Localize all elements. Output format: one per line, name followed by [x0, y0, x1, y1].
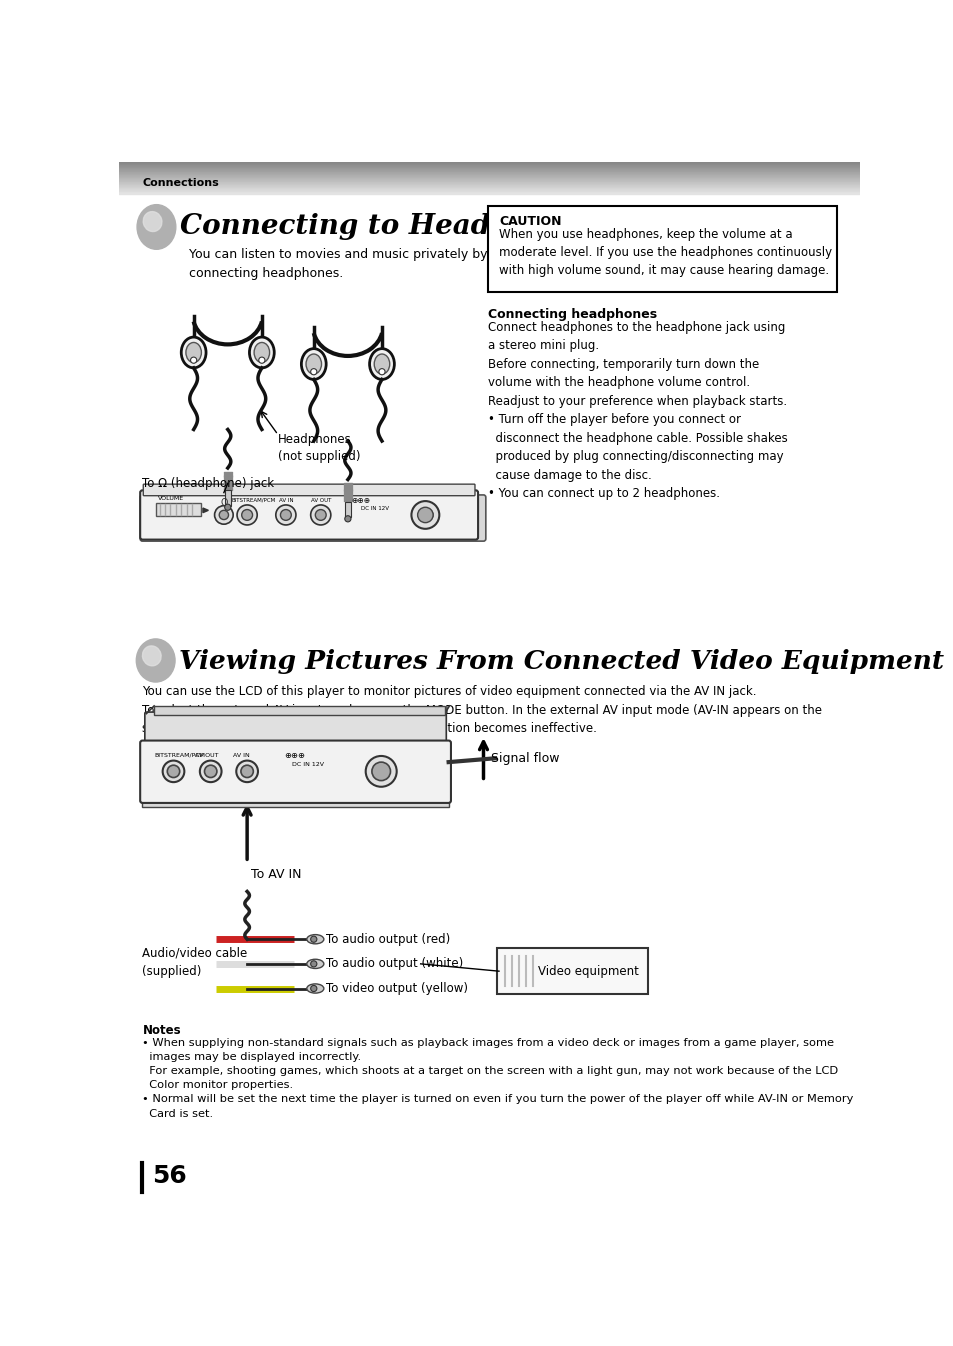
Circle shape — [417, 507, 433, 522]
Text: You can listen to movies and music privately by
connecting headphones.: You can listen to movies and music priva… — [189, 248, 487, 280]
Text: Connecting to Headphones: Connecting to Headphones — [179, 213, 600, 240]
Circle shape — [280, 510, 291, 521]
Ellipse shape — [307, 984, 323, 993]
Circle shape — [311, 985, 316, 992]
Text: BITSTREAM/PCM: BITSTREAM/PCM — [154, 752, 205, 758]
Ellipse shape — [137, 205, 175, 249]
Circle shape — [422, 510, 433, 521]
Ellipse shape — [301, 349, 326, 380]
Ellipse shape — [186, 342, 201, 362]
Circle shape — [376, 765, 389, 778]
Text: Viewing Pictures From Connected Video Equipment: Viewing Pictures From Connected Video Eq… — [179, 649, 943, 674]
Text: To AV IN: To AV IN — [251, 868, 301, 882]
Circle shape — [167, 765, 179, 778]
Text: DC IN 12V: DC IN 12V — [360, 506, 389, 510]
Text: Notes: Notes — [142, 1024, 181, 1036]
Text: You can use the LCD of this player to monitor pictures of video equipment connec: You can use the LCD of this player to mo… — [142, 685, 821, 735]
Circle shape — [311, 961, 316, 966]
Text: AV OUT: AV OUT — [311, 498, 332, 503]
Circle shape — [372, 762, 390, 781]
Circle shape — [311, 505, 331, 525]
Polygon shape — [203, 507, 208, 513]
Ellipse shape — [181, 336, 206, 367]
Text: To audio output (red): To audio output (red) — [326, 933, 450, 946]
Text: ⊕⊕⊕: ⊕⊕⊕ — [352, 497, 371, 505]
Circle shape — [378, 369, 385, 374]
Text: To audio output (white): To audio output (white) — [326, 957, 463, 970]
FancyBboxPatch shape — [488, 206, 836, 292]
Text: Signal flow: Signal flow — [491, 752, 559, 765]
Text: Connect headphones to the headphone jack using
a stereo mini plug.
Before connec: Connect headphones to the headphone jack… — [488, 320, 787, 501]
Text: To Ω (headphone) jack: To Ω (headphone) jack — [142, 476, 274, 490]
Text: BITSTREAM/PCM: BITSTREAM/PCM — [232, 498, 275, 503]
Text: AV OUT: AV OUT — [195, 752, 218, 758]
FancyBboxPatch shape — [140, 490, 477, 540]
Ellipse shape — [143, 211, 162, 232]
Circle shape — [199, 760, 221, 782]
Circle shape — [372, 760, 394, 782]
Circle shape — [311, 369, 316, 374]
Circle shape — [204, 765, 216, 778]
Circle shape — [315, 510, 326, 521]
Text: DC IN 12V: DC IN 12V — [292, 762, 324, 767]
Text: • When supplying non-standard signals such as playback images from a video deck : • When supplying non-standard signals su… — [142, 1038, 853, 1119]
FancyBboxPatch shape — [344, 502, 351, 517]
Ellipse shape — [249, 336, 274, 367]
Ellipse shape — [307, 960, 323, 969]
FancyBboxPatch shape — [142, 801, 448, 806]
FancyBboxPatch shape — [497, 949, 647, 993]
Text: AV IN: AV IN — [278, 498, 294, 503]
Circle shape — [214, 506, 233, 524]
Text: Audio/video cable
(supplied): Audio/video cable (supplied) — [142, 948, 248, 979]
Ellipse shape — [142, 646, 161, 666]
Circle shape — [365, 756, 396, 787]
Text: VOLUME: VOLUME — [158, 497, 184, 501]
Circle shape — [236, 760, 257, 782]
Circle shape — [344, 516, 351, 522]
Text: Connections: Connections — [142, 178, 219, 188]
Text: 56: 56 — [152, 1164, 187, 1189]
Ellipse shape — [306, 354, 321, 374]
FancyBboxPatch shape — [224, 490, 231, 506]
FancyBboxPatch shape — [140, 495, 485, 541]
Ellipse shape — [369, 349, 394, 380]
Circle shape — [275, 505, 295, 525]
Ellipse shape — [136, 639, 174, 682]
Text: AV IN: AV IN — [233, 752, 250, 758]
Circle shape — [162, 760, 184, 782]
FancyBboxPatch shape — [154, 705, 444, 715]
Ellipse shape — [374, 354, 390, 374]
Text: Headphones
(not supplied): Headphones (not supplied) — [278, 432, 360, 463]
Text: Connecting headphones: Connecting headphones — [488, 308, 657, 320]
Text: Ω: Ω — [220, 498, 228, 509]
Circle shape — [241, 510, 253, 521]
FancyBboxPatch shape — [140, 740, 451, 804]
Text: CAUTION: CAUTION — [498, 215, 561, 229]
Circle shape — [241, 765, 253, 778]
Circle shape — [258, 357, 265, 363]
Text: To video output (yellow): To video output (yellow) — [326, 983, 468, 995]
Circle shape — [224, 505, 231, 510]
Text: ⊕⊕⊕: ⊕⊕⊕ — [284, 751, 305, 760]
Circle shape — [191, 357, 196, 363]
Circle shape — [411, 501, 439, 529]
FancyBboxPatch shape — [156, 503, 201, 516]
FancyBboxPatch shape — [145, 712, 446, 746]
Circle shape — [311, 935, 316, 942]
FancyBboxPatch shape — [143, 485, 475, 495]
Circle shape — [417, 505, 437, 525]
Ellipse shape — [307, 934, 323, 944]
Ellipse shape — [253, 342, 270, 362]
Circle shape — [236, 505, 257, 525]
Text: When you use headphones, keep the volume at a
moderate level. If you use the hea: When you use headphones, keep the volume… — [498, 227, 831, 277]
Circle shape — [219, 510, 229, 520]
Text: Video equipment: Video equipment — [537, 965, 638, 977]
